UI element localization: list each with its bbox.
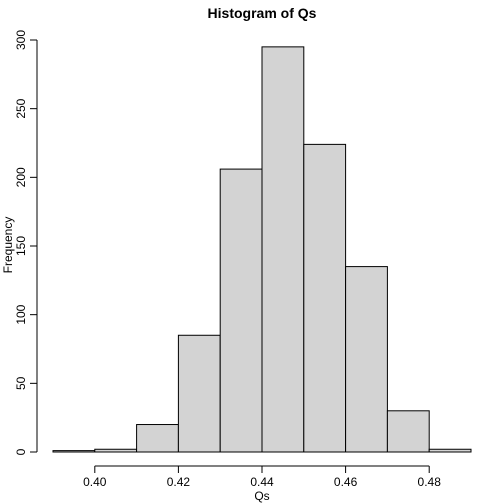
y-axis: 0 50 100 150 200 250 300	[14, 30, 38, 455]
histogram-bar-2	[136, 424, 179, 453]
histogram-bar-9	[428, 448, 472, 453]
y-tick-label-0: 0	[14, 448, 28, 455]
x-tick-label-1: 0.42	[167, 475, 191, 489]
y-tick-label-5: 250	[14, 98, 28, 118]
y-tick-label-3: 150	[14, 236, 28, 256]
x-tick-label-0: 0.40	[83, 475, 107, 489]
y-tick-label-6: 300	[14, 30, 28, 50]
x-tick-label-4: 0.48	[418, 475, 442, 489]
y-axis-label: Frequency	[1, 217, 15, 274]
x-tick-label-3: 0.46	[334, 475, 358, 489]
histogram-bar-0	[52, 450, 96, 453]
chart-title: Histogram of Qs	[208, 5, 317, 21]
histogram-bar-7	[345, 266, 388, 453]
histogram-bar-3	[177, 334, 221, 453]
bars-group	[52, 46, 472, 453]
histogram-bar-5	[261, 46, 305, 453]
y-tick-label-4: 200	[14, 167, 28, 187]
histogram-bar-8	[386, 410, 430, 453]
y-tick-label-1: 50	[14, 376, 28, 390]
x-axis: 0.40 0.42 0.44 0.46 0.48	[83, 465, 442, 489]
histogram-bar-1	[94, 448, 138, 453]
histogram-bar-4	[219, 168, 263, 453]
x-tick-label-2: 0.44	[250, 475, 274, 489]
x-axis-label: Qs	[254, 489, 269, 503]
y-tick-label-2: 100	[14, 304, 28, 324]
histogram-bar-6	[303, 143, 347, 453]
